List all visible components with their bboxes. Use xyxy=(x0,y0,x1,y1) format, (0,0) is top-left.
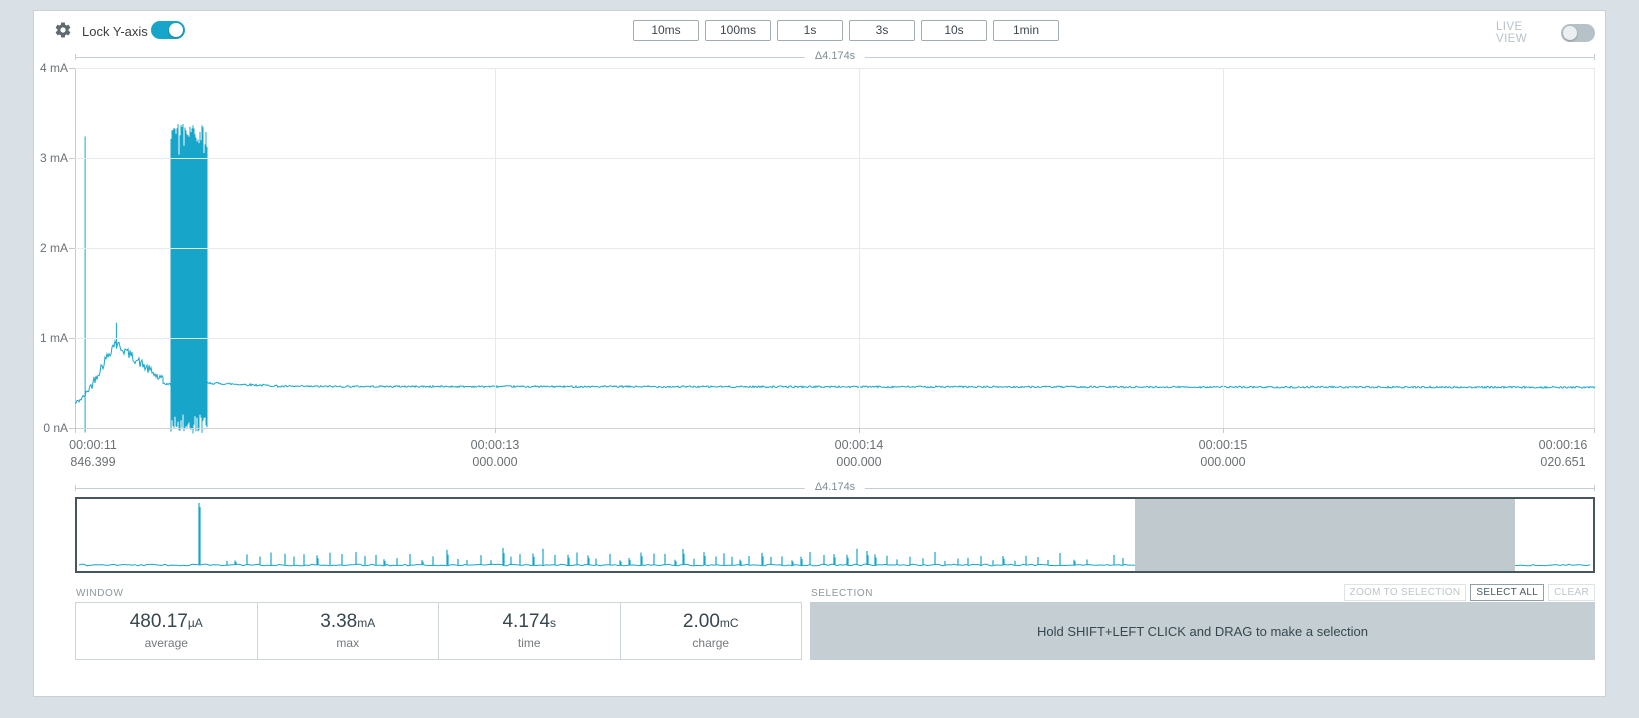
range-button-10s[interactable]: 10s xyxy=(921,20,987,41)
x-axis-tick: 00:00:16 020.651 xyxy=(1538,438,1588,469)
stat-label: average xyxy=(144,636,188,650)
stat-value: 2.00mC xyxy=(682,611,739,632)
stat-unit: s xyxy=(550,616,557,630)
range-buttons: 10ms 100ms 1s 3s 10s 1min xyxy=(633,20,1059,41)
stat-label: time xyxy=(517,636,541,650)
main-card xyxy=(33,10,1606,697)
stat-max: 3.38mA max xyxy=(258,603,439,659)
delta-end-tick xyxy=(1594,54,1595,60)
x-tick-mark xyxy=(1594,428,1595,433)
stat-unit: mA xyxy=(357,616,376,630)
x-axis-tick: 00:00:15 000.000 xyxy=(1198,438,1248,469)
y-axis-tick: 1 mA xyxy=(39,331,68,345)
range-button-100ms[interactable]: 100ms xyxy=(705,20,771,41)
stat-value: 3.38mA xyxy=(320,611,376,632)
y-axis-tick: 0 nA xyxy=(43,421,68,435)
gridline xyxy=(75,68,1595,69)
y-tick-mark xyxy=(69,248,75,249)
stat-average: 480.17µA average xyxy=(76,603,258,659)
live-view-control: LIVE VIEW xyxy=(1496,21,1595,45)
main-chart[interactable] xyxy=(69,68,1596,434)
delta-bottom-label: Δ4.174s xyxy=(804,481,866,493)
minimap-selection[interactable] xyxy=(1135,499,1515,571)
x-tick-mark xyxy=(859,428,860,433)
delta-end-tick xyxy=(75,485,76,491)
range-button-10ms[interactable]: 10ms xyxy=(633,20,699,41)
window-section-label: WINDOW xyxy=(76,588,124,599)
zoom-to-selection-button[interactable]: ZOOM TO SELECTION xyxy=(1343,584,1467,601)
y-tick-mark xyxy=(69,158,75,159)
settings-gear-icon[interactable] xyxy=(54,21,72,39)
y-axis-tick: 3 mA xyxy=(39,151,68,165)
y-axis-tick: 2 mA xyxy=(39,241,68,255)
gridline xyxy=(75,158,1595,159)
x-axis-tick: 00:00:13 000.000 xyxy=(470,438,520,469)
gridline xyxy=(1223,68,1224,428)
gridline xyxy=(75,428,1595,429)
live-view-toggle[interactable] xyxy=(1561,24,1595,42)
live-view-label: LIVE VIEW xyxy=(1496,21,1527,45)
delta-top-ruler: Δ4.174s xyxy=(75,50,1595,62)
delta-end-tick xyxy=(1594,485,1595,491)
stat-label: max xyxy=(336,636,360,650)
toggle-knob xyxy=(1563,26,1577,40)
toggle-knob xyxy=(169,23,183,37)
select-all-button[interactable]: SELECT ALL xyxy=(1470,584,1545,601)
gridline xyxy=(75,338,1595,339)
stat-value: 4.174s xyxy=(502,611,557,632)
stat-time: 4.174s time xyxy=(439,603,621,659)
stat-value: 480.17µA xyxy=(129,611,203,632)
selection-buttons: ZOOM TO SELECTION SELECT ALL CLEAR xyxy=(810,584,1595,601)
selection-hint-box: Hold SHIFT+LEFT CLICK and DRAG to make a… xyxy=(810,602,1595,660)
gridline xyxy=(859,68,860,428)
x-tick-mark xyxy=(1223,428,1224,433)
delta-end-tick xyxy=(75,54,76,60)
y-tick-mark xyxy=(69,338,75,339)
stat-unit: mC xyxy=(719,616,739,630)
selection-section-label: SELECTION xyxy=(811,588,874,599)
clear-button[interactable]: CLEAR xyxy=(1548,584,1595,601)
minimap[interactable] xyxy=(75,497,1595,573)
gridline xyxy=(75,248,1595,249)
lock-y-axis-label: Lock Y-axis xyxy=(82,24,148,39)
lock-y-axis-toggle[interactable] xyxy=(151,21,185,39)
stat-label: charge xyxy=(692,636,730,650)
range-button-3s[interactable]: 3s xyxy=(849,20,915,41)
y-tick-mark xyxy=(69,68,75,69)
window-stats: 480.17µA average 3.38mA max 4.174s time 2.00mC… xyxy=(75,602,802,660)
current-waveform xyxy=(74,68,1596,434)
stat-unit: µA xyxy=(187,616,203,630)
selection-hint-text: Hold SHIFT+LEFT CLICK and DRAG to make a… xyxy=(1036,623,1369,639)
y-axis-tick: 4 mA xyxy=(39,61,68,75)
y-axis-labels: 4 mA 3 mA 2 mA 1 mA 0 nA xyxy=(18,61,68,435)
x-axis-tick: 00:00:11 846.399 xyxy=(69,438,117,469)
x-axis-labels: 00:00:11 846.399 00:00:13 000.000 00:00:14 00… xyxy=(69,437,1595,473)
stat-charge: 2.00mC charge xyxy=(621,603,802,659)
range-button-1min[interactable]: 1min xyxy=(993,20,1059,41)
y-tick-mark xyxy=(69,428,75,429)
x-tick-mark xyxy=(495,428,496,433)
x-tick-mark xyxy=(75,428,76,433)
x-axis-tick: 00:00:14 000.000 xyxy=(834,438,884,469)
delta-bottom-ruler: Δ4.174s xyxy=(75,481,1595,493)
delta-top-label: Δ4.174s xyxy=(804,50,866,62)
gridline xyxy=(495,68,496,428)
range-button-1s[interactable]: 1s xyxy=(777,20,843,41)
